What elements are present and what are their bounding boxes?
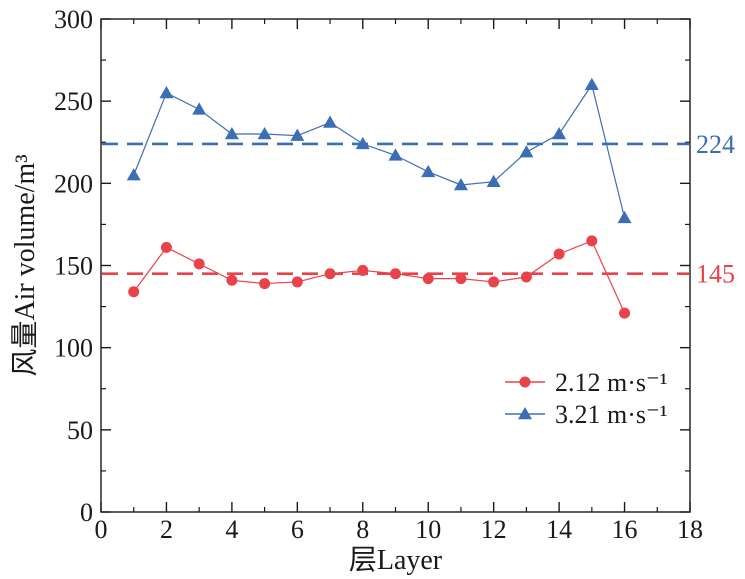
x-tick-label: 0	[95, 515, 108, 544]
data-point	[128, 286, 140, 298]
series-2	[126, 77, 632, 224]
data-point	[160, 241, 172, 253]
data-point	[519, 145, 534, 158]
y-tick-label: 200	[54, 169, 93, 198]
data-point	[520, 271, 532, 283]
legend-label: 2.12 m·s⁻¹	[555, 368, 668, 397]
series-line	[133, 240, 626, 314]
reference-label-145: 145	[696, 260, 735, 289]
series-layer	[126, 77, 632, 319]
x-tick-label: 8	[356, 515, 369, 544]
x-tick-label: 10	[415, 515, 441, 544]
data-point	[224, 127, 239, 140]
legend-marker	[519, 376, 531, 388]
data-point	[259, 278, 271, 290]
reference-lines: 224 145	[102, 130, 735, 289]
data-point	[291, 276, 303, 288]
reference-label-224: 224	[696, 130, 735, 159]
x-tick-label: 2	[160, 515, 173, 544]
axes: 0 2 4 6 8 10 12 14 16 18 0 50 100 150 200 250 300	[54, 5, 703, 544]
y-tick-label: 250	[54, 87, 93, 116]
data-point	[421, 164, 436, 178]
data-point	[323, 115, 338, 128]
y-tick-label: 150	[54, 252, 93, 281]
data-point	[126, 168, 141, 181]
plot-frame	[100, 18, 691, 513]
data-point	[584, 77, 599, 90]
legend-marker	[518, 407, 532, 420]
data-point	[586, 235, 598, 247]
data-point	[192, 102, 207, 115]
y-tick-label: 0	[80, 498, 93, 527]
series-line	[133, 83, 626, 218]
data-point	[257, 127, 272, 140]
data-point	[553, 248, 565, 260]
data-point	[486, 174, 501, 187]
data-point	[552, 127, 567, 140]
x-axis-title: 层Layer	[349, 545, 443, 576]
legend: 2.12 m·s⁻¹ 3.21 m·s⁻¹	[505, 368, 668, 429]
data-point	[455, 273, 467, 285]
data-point	[324, 268, 336, 280]
y-tick-label: 50	[67, 416, 93, 445]
x-tick-label: 6	[291, 515, 304, 544]
data-point	[388, 148, 403, 161]
data-point	[453, 177, 468, 191]
y-axis-title: 风量Air volume/m³	[10, 154, 41, 376]
series-1	[128, 235, 631, 319]
x-tick-label: 14	[546, 515, 572, 544]
y-tick-label: 100	[54, 334, 93, 363]
data-point	[355, 136, 370, 150]
data-point	[357, 264, 369, 276]
x-tick-label: 16	[612, 515, 638, 544]
data-point	[290, 128, 305, 141]
data-point	[488, 276, 500, 288]
x-tick-label: 4	[225, 515, 238, 544]
data-point	[617, 210, 632, 224]
data-point	[422, 273, 434, 285]
data-point	[159, 85, 174, 99]
x-tick-label: 18	[677, 515, 703, 544]
data-point	[619, 307, 631, 319]
x-tick-label: 12	[481, 515, 507, 544]
y-tick-label: 300	[54, 5, 93, 34]
data-point	[390, 268, 401, 280]
data-point	[226, 274, 238, 286]
legend-label: 3.21 m·s⁻¹	[555, 400, 668, 429]
data-point	[193, 258, 205, 270]
